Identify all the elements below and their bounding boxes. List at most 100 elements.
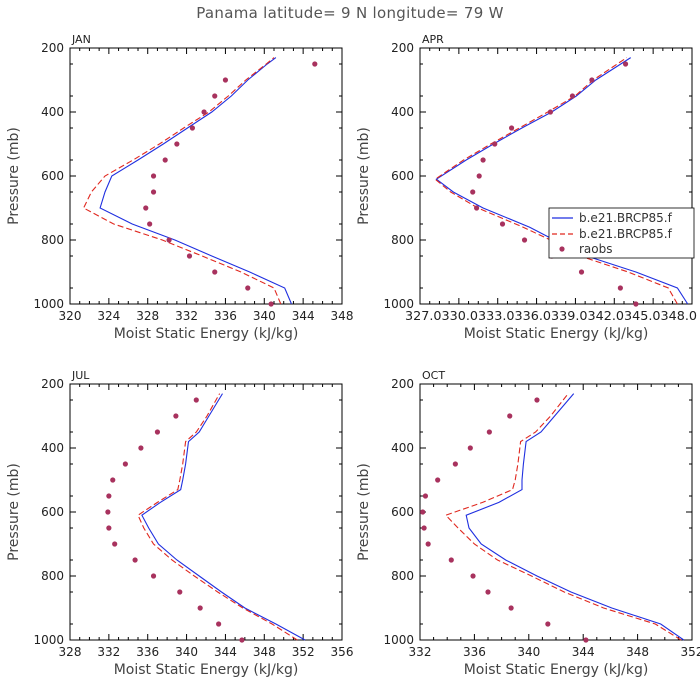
raobs-point <box>174 141 180 147</box>
raobs-point <box>470 189 476 195</box>
model-series-dashed-line <box>137 393 298 641</box>
panel-jan: JAN 320 324 328 332 336 340 344 348 200 400 600 800 1… <box>6 33 353 342</box>
x-tick-label: 320 <box>59 309 82 323</box>
raobs-point <box>425 541 431 547</box>
raobs-point <box>189 125 195 131</box>
x-tick-label: 348 <box>253 645 276 659</box>
raobs-point <box>583 637 589 643</box>
panel-title: OCT <box>422 369 445 382</box>
y-tick-label: 1000 <box>33 633 64 647</box>
legend-box <box>548 207 695 259</box>
figure-title: Panama latitude= 9 N longitude= 79 W <box>196 4 504 22</box>
y-tick-label: 800 <box>391 233 414 247</box>
raobs-point <box>201 109 207 115</box>
raobs-point <box>197 605 203 611</box>
raobs-point <box>147 221 153 227</box>
x-tick-label: 328 <box>59 645 82 659</box>
x-axis-label: Moist Static Energy (kJ/kg) <box>114 662 299 678</box>
legend-label: b.e21.BRCP85.f <box>579 211 673 225</box>
raobs-point <box>617 285 623 291</box>
y-tick-label: 600 <box>41 169 64 183</box>
raobs-point <box>193 397 199 403</box>
raobs-point <box>422 493 429 499</box>
raobs-point <box>486 429 492 435</box>
legend-label: raobs <box>579 242 613 256</box>
model-series-dashed-line <box>434 57 678 305</box>
raobs-point <box>507 413 513 419</box>
x-axis-label: Moist Static Energy (kJ/kg) <box>464 326 649 342</box>
x-tick-label: 336 <box>136 645 159 659</box>
x-tick-label: 352 <box>681 645 700 659</box>
raobs-point <box>485 589 491 595</box>
y-tick-label: 400 <box>41 105 64 119</box>
y-tick-label: 600 <box>41 505 64 519</box>
y-axis-label: Pressure (mb) <box>356 463 372 561</box>
x-tick-label: 340 <box>517 645 540 659</box>
y-tick-label: 400 <box>391 441 414 455</box>
x-tick-label: 332 <box>175 309 198 323</box>
raobs-point <box>143 205 149 211</box>
x-tick-label: 344 <box>572 645 595 659</box>
x-tick-label: 340 <box>175 645 198 659</box>
x-axis-label: Moist Static Energy (kJ/kg) <box>114 326 299 342</box>
panel-title: JAN <box>71 33 91 46</box>
y-tick-label: 200 <box>391 377 414 391</box>
panel-apr: APR 327.0330.0333.0336.0339.0342.0345.034… <box>356 33 697 342</box>
y-tick-label: 200 <box>41 41 64 55</box>
raobs-point <box>569 93 576 99</box>
x-tick-label: 356 <box>331 645 354 659</box>
x-tick-label: 340 <box>253 309 276 323</box>
model-series-dashed-line <box>444 393 682 641</box>
raobs-point <box>492 141 498 147</box>
x-tick-label: 332 <box>409 645 432 659</box>
y-tick-label: 1000 <box>383 297 414 311</box>
y-axis-label: Pressure (mb) <box>356 127 372 225</box>
panel-title: APR <box>422 33 444 46</box>
raobs-point <box>245 285 251 291</box>
raobs-point <box>186 253 193 259</box>
raobs-point <box>132 557 138 563</box>
model-series-solid-line <box>141 393 306 641</box>
raobs-point <box>106 525 112 531</box>
x-tick-label: 332 <box>97 645 120 659</box>
raobs-point <box>216 621 222 627</box>
raobs-point <box>508 125 515 131</box>
raobs-point <box>499 221 506 227</box>
raobs-point <box>150 573 157 579</box>
y-axis-label: Pressure (mb) <box>6 127 22 225</box>
y-tick-label: 600 <box>391 505 414 519</box>
raobs-point <box>177 589 183 595</box>
raobs-point <box>312 61 318 67</box>
y-tick-label: 800 <box>41 569 64 583</box>
model-series-dashed-line <box>82 57 282 305</box>
raobs-point <box>166 237 172 243</box>
x-tick-label: 344 <box>292 309 315 323</box>
raobs-point <box>150 173 157 179</box>
y-tick-label: 200 <box>41 377 64 391</box>
raobs-point <box>239 637 245 643</box>
x-axis-label: Moist Static Energy (kJ/kg) <box>464 662 649 678</box>
model-series-solid-line <box>435 57 689 305</box>
y-tick-label: 400 <box>391 105 414 119</box>
raobs-point <box>222 77 229 83</box>
raobs-point <box>122 461 128 467</box>
plot-frame <box>419 47 693 305</box>
raobs-point <box>521 237 528 243</box>
raobs-point <box>578 269 585 275</box>
raobs-point <box>268 301 274 307</box>
raobs-point <box>435 477 441 483</box>
legend-label: b.e21.BRCP85.f <box>579 227 673 241</box>
y-tick-label: 1000 <box>383 633 414 647</box>
x-tick-label: 328 <box>136 309 159 323</box>
raobs-point <box>467 445 473 451</box>
raobs-point <box>470 573 476 579</box>
raobs-point <box>448 557 454 563</box>
y-tick-label: 800 <box>391 569 414 583</box>
x-tick-label: 336 <box>463 645 486 659</box>
raobs-point <box>480 157 486 163</box>
x-tick-label: 348 <box>626 645 649 659</box>
raobs-point <box>633 301 639 307</box>
raobs-point <box>508 605 514 611</box>
